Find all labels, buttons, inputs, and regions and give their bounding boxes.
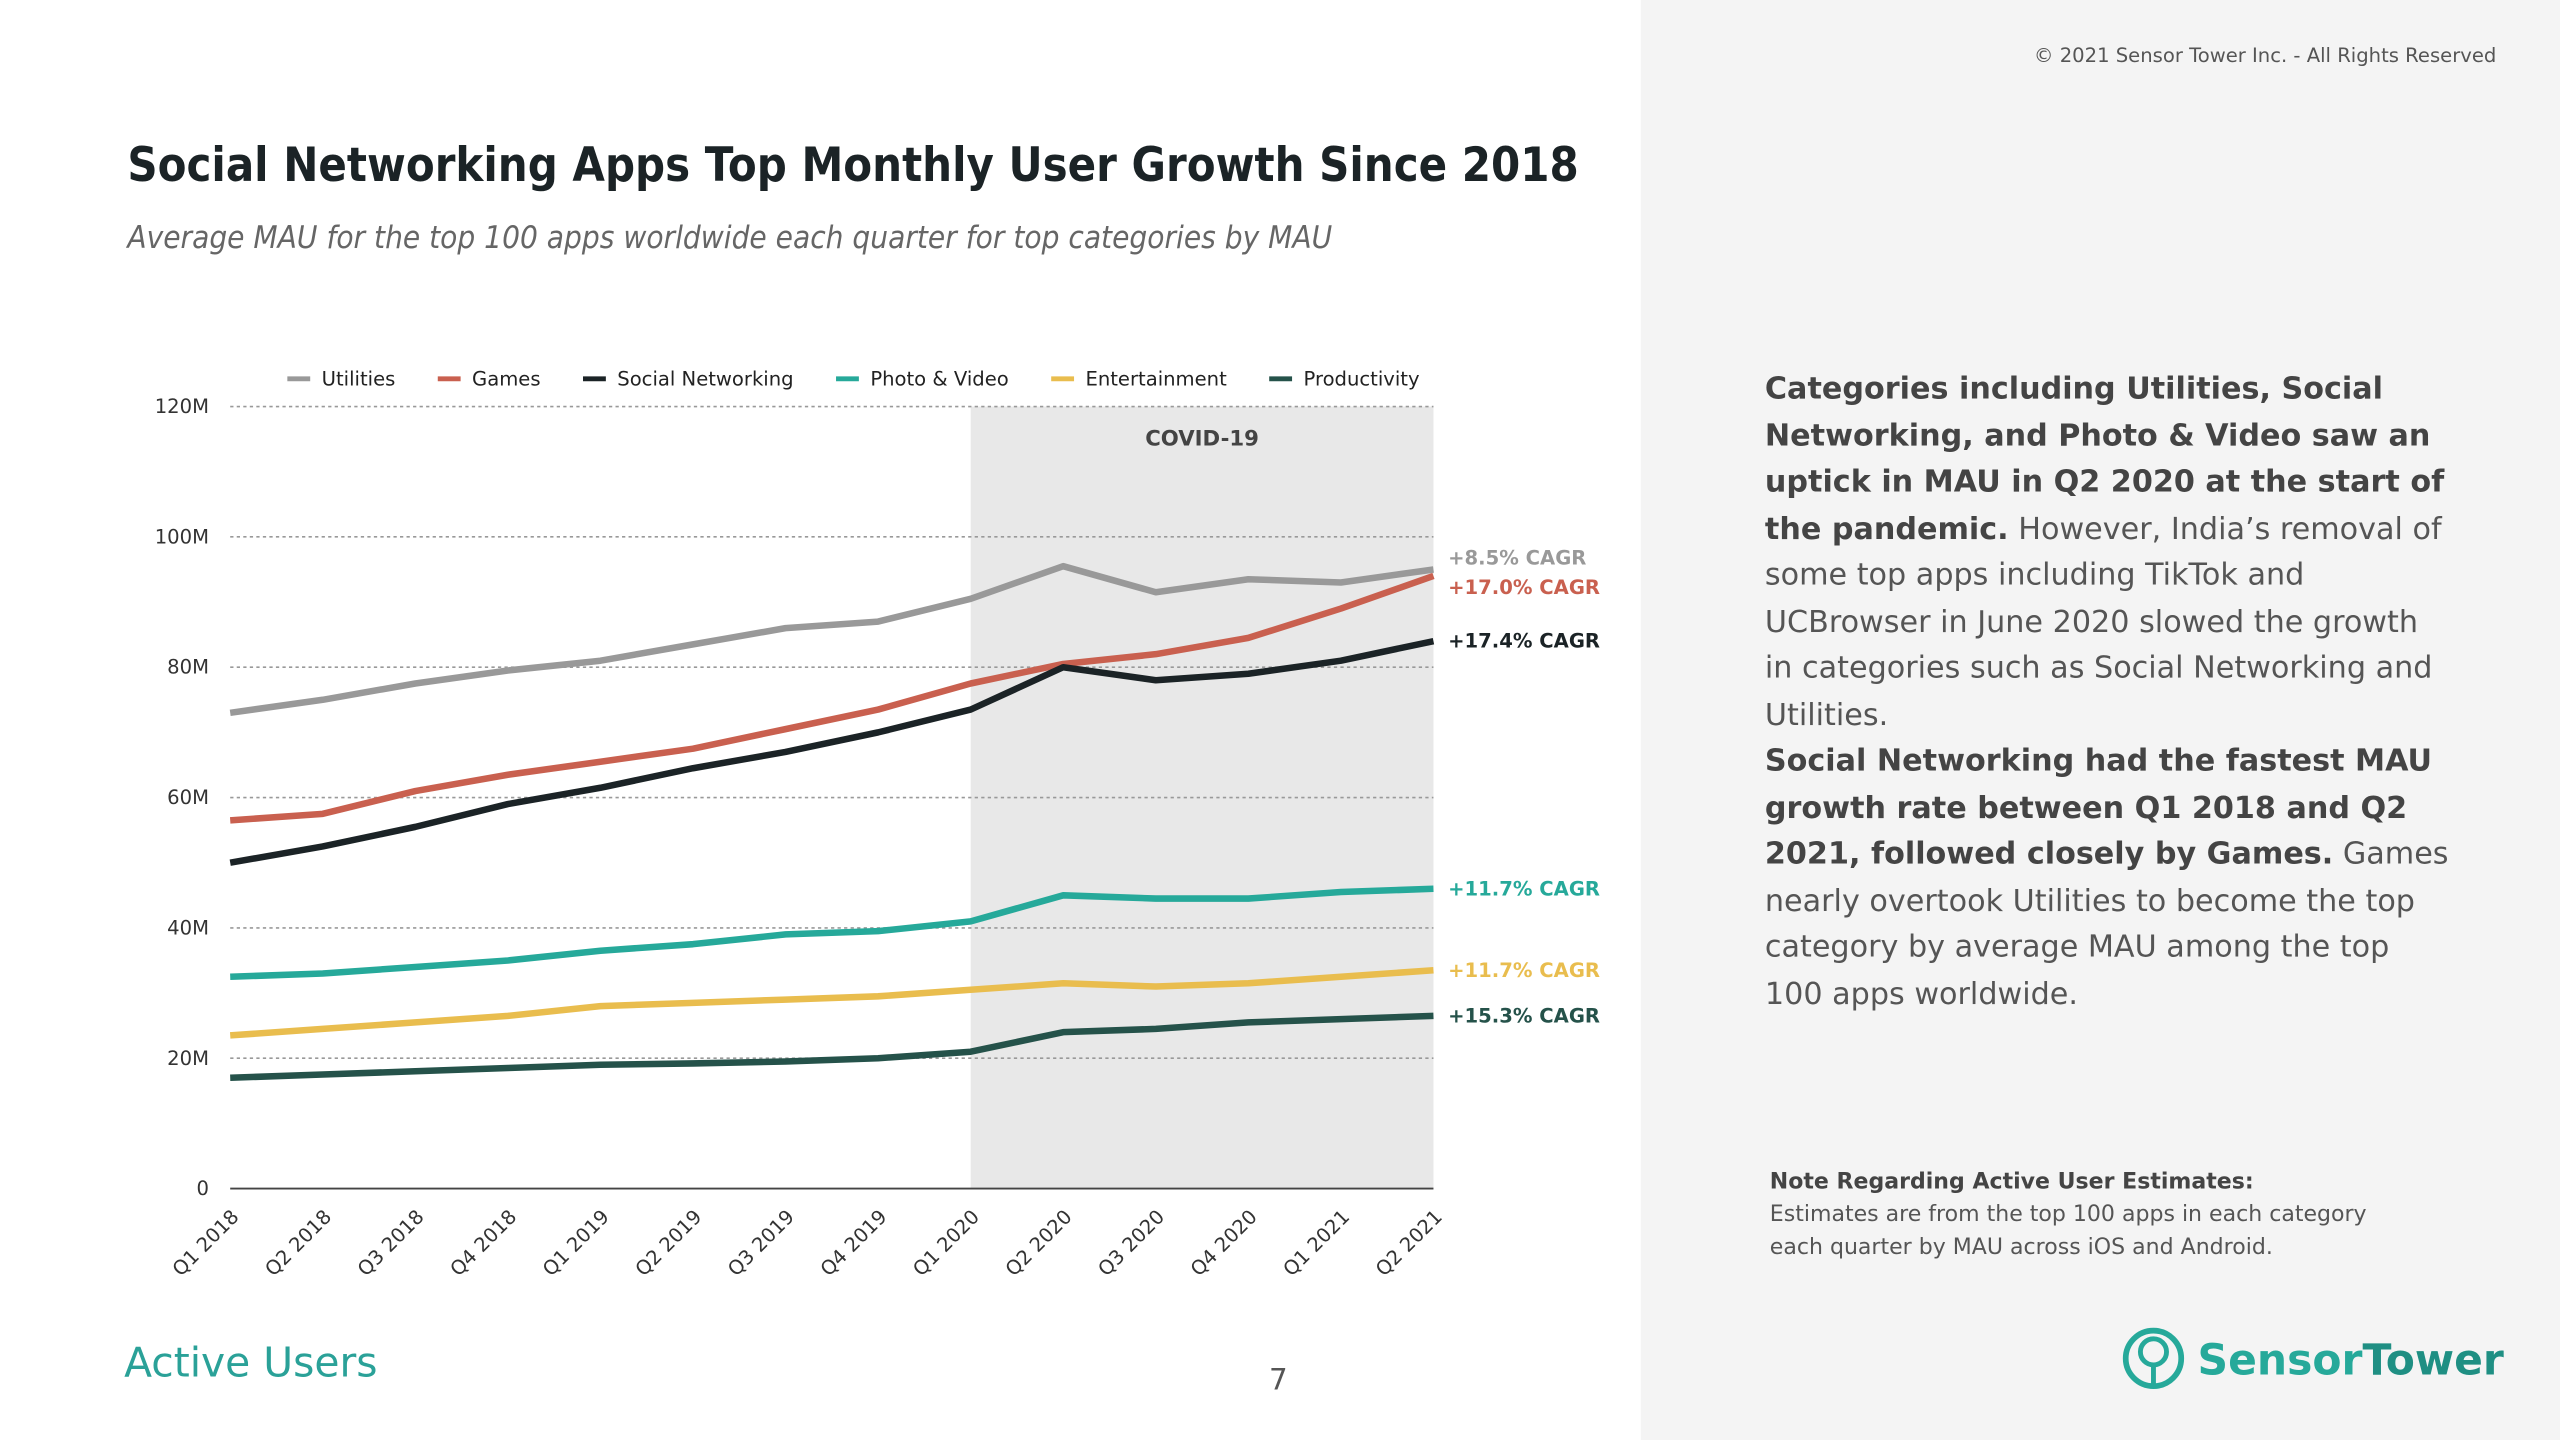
note-title: Note Regarding Active User Estimates:: [1769, 1168, 2254, 1196]
x-tick-label: Q2 2018: [260, 1205, 336, 1281]
series-line: [229, 966, 1434, 1039]
legend-label: Utilities: [322, 367, 396, 390]
legend-item: Social Networking: [583, 367, 794, 390]
legend-label: Social Networking: [617, 367, 793, 390]
series-line: [230, 1012, 1434, 1082]
y-tick-label: 80M: [167, 656, 209, 679]
legend-label: Productivity: [1303, 367, 1419, 390]
x-tick-label: Q3 2019: [723, 1205, 799, 1281]
legend-item: Photo & Video: [836, 367, 1009, 390]
paragraph-text: Games nearly overtook Utilities to becom…: [1764, 837, 2449, 1012]
series-line: [229, 562, 1434, 717]
logo-part: Tower: [2362, 1337, 2503, 1386]
legend-label: Entertainment: [1085, 367, 1227, 390]
end-label: +11.7% CAGR: [1448, 877, 1600, 900]
note-text: Estimates are from the top 100 apps in e…: [1769, 1201, 2367, 1261]
y-tick-label: 20M: [167, 1047, 209, 1070]
logo: SensorTower: [2122, 1327, 2504, 1389]
end-label: +17.4% CAGR: [1448, 630, 1600, 653]
end-label: +11.7% CAGR: [1448, 959, 1600, 982]
x-tick-label: Q4 2018: [446, 1205, 522, 1281]
series-line: [229, 572, 1435, 824]
x-tick-label: Q3 2018: [353, 1205, 429, 1281]
legend-label: Photo & Video: [870, 367, 1008, 390]
legend-item: Entertainment: [1051, 367, 1227, 390]
end-label: +8.5% CAGR: [1448, 547, 1586, 570]
paragraph-bold: Categories including Utilities, Social N…: [1764, 372, 2445, 547]
end-label: +17.0% CAGR: [1448, 576, 1600, 599]
y-tick-label: 60M: [167, 786, 209, 809]
x-tick-label: Q1 2018: [168, 1205, 244, 1281]
x-tick-label: Q1 2021: [1279, 1205, 1355, 1281]
logo-part: Sensor: [2198, 1337, 2363, 1386]
chart-subtitle: Average MAU for the top 100 apps worldwi…: [126, 220, 1333, 256]
x-tick-label: Q4 2020: [1186, 1205, 1262, 1281]
legend-item: Utilities: [287, 367, 395, 390]
paragraph-text: However, India’s removal of some top app…: [1764, 511, 2442, 733]
note: Note Regarding Active User Estimates: Es…: [1770, 1166, 2423, 1264]
copyright: © 2021 Sensor Tower Inc. - All Rights Re…: [2034, 44, 2496, 67]
y-tick-label: 0: [197, 1177, 209, 1200]
x-tick-label: Q4 2019: [816, 1205, 892, 1281]
x-tick-label: Q1 2019: [538, 1205, 614, 1281]
series-line: [230, 885, 1434, 981]
logo-icon: [2137, 1336, 2169, 1368]
y-tick-label: 120M: [155, 395, 209, 418]
legend-item: Games: [437, 367, 541, 390]
series-line: [229, 637, 1435, 866]
paragraph: Categories including Utilities, Social N…: [1765, 367, 2451, 739]
paragraph: Social Networking had the fastest MAU gr…: [1765, 740, 2451, 1019]
y-tick-label: 40M: [167, 916, 209, 939]
x-tick-label: Q2 2019: [631, 1205, 707, 1281]
legend-label: Games: [472, 367, 541, 390]
x-tick-label: Q2 2021: [1371, 1205, 1447, 1281]
end-label: +15.3% CAGR: [1448, 1004, 1600, 1027]
paragraph-bold: Social Networking had the fastest MAU gr…: [1764, 744, 2433, 872]
legend-item: Productivity: [1269, 367, 1420, 390]
logo-text: SensorTower: [2198, 1337, 2504, 1386]
y-tick-label: 100M: [155, 525, 209, 548]
footer: Active Users: [124, 1338, 377, 1386]
x-tick-label: Q3 2020: [1094, 1205, 1170, 1281]
x-tick-label: Q2 2020: [1001, 1205, 1077, 1281]
x-tick-label: Q1 2020: [908, 1205, 984, 1281]
page-number: 7: [1269, 1362, 1288, 1396]
chart-title: Social Networking Apps Top Monthly User …: [127, 138, 1578, 193]
region-label: COVID-19: [1145, 427, 1259, 452]
side-panel: [1640, 0, 2560, 1440]
